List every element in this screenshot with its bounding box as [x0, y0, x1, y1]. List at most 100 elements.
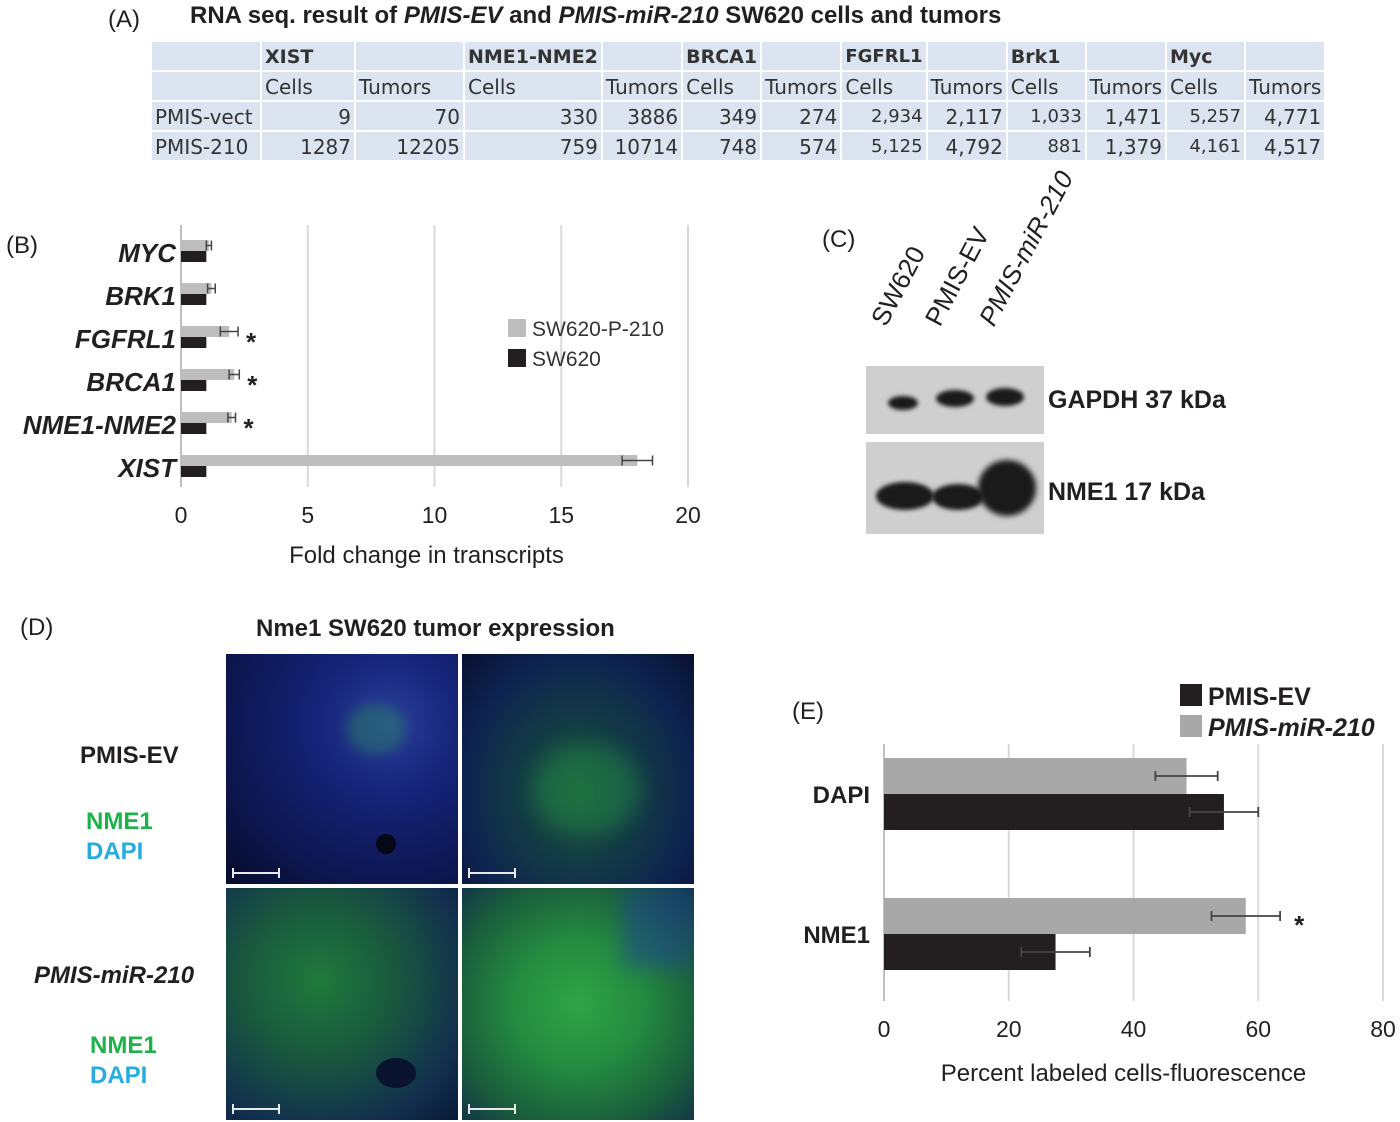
- table-gene-header: FGFRL1: [840, 40, 928, 72]
- bar-sw620-p-210: [181, 369, 235, 380]
- x-tick-label: 5: [301, 502, 314, 528]
- table-subheader: Cells: [1165, 70, 1247, 102]
- error-bar: [219, 326, 239, 337]
- panel-label-b: (B): [6, 232, 38, 259]
- table-row: PMIS-210 1287 12205 759 10714 748 574 5,…: [150, 130, 1327, 162]
- table-cell: 1,379: [1084, 130, 1168, 162]
- error-bar: [1188, 807, 1260, 817]
- stain-label-dapi: DAPI: [90, 1062, 148, 1089]
- error-bar: [1154, 771, 1219, 781]
- x-axis-label: Percent labeled cells-fluorescence: [941, 1060, 1307, 1087]
- table-cell: 10714: [600, 130, 684, 162]
- bar-sw620: [181, 294, 207, 305]
- micrograph-mir210-2: [462, 888, 694, 1120]
- x-tick-label: 0: [878, 1016, 891, 1042]
- bar-sw620: [181, 380, 207, 391]
- x-tick-label: 10: [422, 502, 448, 528]
- row-label-pmis-mir-210: PMIS-miR-210: [34, 962, 195, 989]
- table-subheader: Tumors: [600, 70, 684, 102]
- table-subheader: Cells: [463, 70, 603, 102]
- table-blank-cell: [1244, 40, 1327, 72]
- category-label: XIST: [116, 453, 178, 483]
- micrograph-mir210-1: [226, 888, 458, 1120]
- table-corner-cell: [150, 40, 262, 72]
- panel-a-title: RNA seq. result of PMIS-EV and PMIS-miR-…: [190, 2, 1002, 29]
- bar-sw620: [181, 251, 207, 262]
- error-bar: [228, 369, 241, 380]
- panel-label-a: (A): [108, 6, 140, 33]
- table-cell: 574: [760, 130, 843, 162]
- western-blot-nme1: [866, 442, 1044, 534]
- error-bar: [1020, 947, 1091, 957]
- table-blank-cell: [600, 40, 684, 72]
- legend-swatch: [508, 319, 526, 337]
- x-tick-label: 15: [548, 502, 574, 528]
- table-cell: 4,161: [1165, 130, 1247, 162]
- table-cell: 70: [354, 100, 465, 132]
- blot-band: [936, 390, 974, 407]
- bar-sw620: [181, 466, 207, 477]
- table-cell: 4,517: [1244, 130, 1327, 162]
- table-blank-cell: [925, 40, 1008, 72]
- table-cell: 1,471: [1084, 100, 1168, 132]
- blot-band: [888, 396, 918, 410]
- category-label: NME1-NME2: [23, 410, 177, 440]
- table-gene-header: NME1-NME2: [463, 40, 603, 72]
- panel-label-c: (C): [822, 226, 856, 253]
- significance-marker: *: [1294, 910, 1305, 940]
- table-blank-cell: [354, 40, 465, 72]
- micrograph-ev-1: [226, 654, 458, 884]
- error-bar: [621, 455, 654, 466]
- x-tick-label: 0: [175, 502, 188, 528]
- table-subheader: Cells: [260, 70, 356, 102]
- fluorescence-chart: 0 20 40 60 80 Percent labeled cells-fluoresce…: [803, 683, 1395, 1087]
- scale-bar: [468, 868, 516, 878]
- bar-pmis-mir-210: [884, 758, 1187, 794]
- table-cell: 5,125: [840, 130, 928, 162]
- table-cell: 4,792: [925, 130, 1008, 162]
- table-corner-cell: [150, 70, 262, 102]
- category-label: MYC: [118, 238, 177, 268]
- table-subheader: Tumors: [1244, 70, 1327, 102]
- table-subheader-row: Cells Tumors Cells Tumors Cells Tumors Cell…: [150, 70, 1327, 102]
- table-row: PMIS-vect 9 70 330 3886 349 274 2,934 2,…: [150, 100, 1327, 132]
- blot-label-gapdh: GAPDH 37 kDa: [1048, 386, 1226, 414]
- table-row-label: PMIS-210: [150, 130, 262, 162]
- blot-band: [986, 388, 1024, 406]
- bar-pmis-mir-210: [884, 898, 1246, 934]
- stain-label-dapi: DAPI: [86, 838, 144, 865]
- table-blank-cell: [1084, 40, 1168, 72]
- stain-label-nme1: NME1: [90, 1032, 157, 1059]
- x-tick-label: 20: [675, 502, 701, 528]
- bar-sw620: [181, 337, 207, 348]
- table-subheader: Cells: [840, 70, 928, 102]
- error-bar: [206, 283, 216, 294]
- table-cell: 2,117: [925, 100, 1008, 132]
- error-bar: [205, 240, 213, 251]
- bar-sw620-p-210: [181, 326, 230, 337]
- x-tick-label: 60: [1245, 1016, 1271, 1042]
- table-cell: 2,934: [840, 100, 928, 132]
- bar-pmis-ev: [884, 794, 1224, 830]
- row-label-pmis-ev: PMIS-EV: [80, 742, 179, 769]
- rna-seq-table: XIST NME1-NME2 BRCA1 FGFRL1 Brk1 Myc Cel…: [150, 40, 1327, 162]
- table-cell: 3886: [600, 100, 684, 132]
- blot-band: [932, 484, 984, 510]
- category-label: FGFRL1: [75, 324, 176, 354]
- category-label: NME1: [803, 922, 870, 949]
- table-subheader: Tumors: [760, 70, 843, 102]
- significance-marker: *: [247, 370, 258, 400]
- error-bar: [1210, 911, 1281, 921]
- legend-label: PMIS-miR-210: [1208, 714, 1375, 742]
- table-cell: 9: [260, 100, 356, 132]
- table-subheader: Tumors: [1084, 70, 1168, 102]
- table-gene-header-row: XIST NME1-NME2 BRCA1 FGFRL1 Brk1 Myc: [150, 40, 1327, 72]
- micrograph-ev-2: [462, 654, 694, 884]
- table-cell: 330: [463, 100, 603, 132]
- panel-d-title: Nme1 SW620 tumor expression: [256, 615, 615, 642]
- table-gene-header: Brk1: [1005, 40, 1087, 72]
- blot-band: [978, 460, 1036, 516]
- table-cell: 12205: [354, 130, 465, 162]
- table-cell: 748: [681, 130, 763, 162]
- scale-bar: [468, 1104, 516, 1114]
